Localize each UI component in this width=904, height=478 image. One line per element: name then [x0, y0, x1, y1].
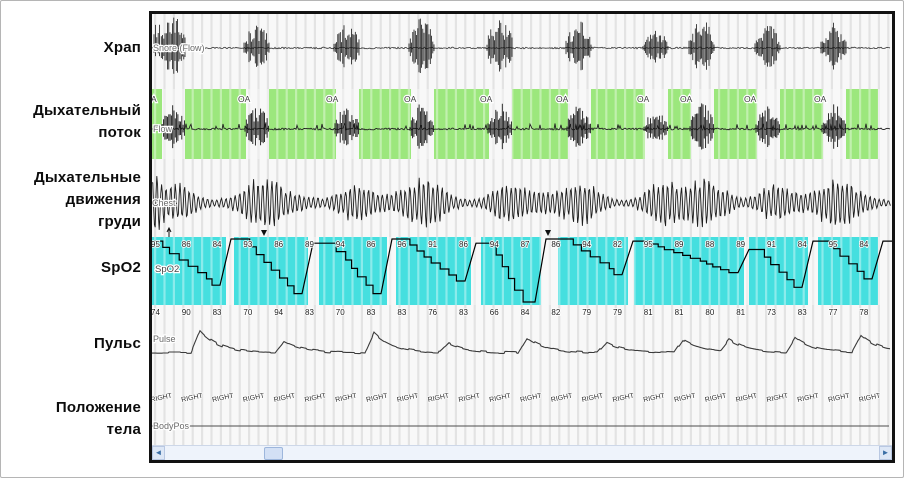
snore-trace-label: Snore (Flow) — [153, 43, 205, 53]
spo2-trace — [152, 238, 892, 303]
spo2-min-value: 82 — [551, 308, 560, 317]
spo2-top-value: 86 — [459, 240, 468, 249]
channel-label-pulse: Пульс — [93, 335, 141, 352]
spo2-min-value: 83 — [305, 308, 314, 317]
spo2-top-value: 86 — [551, 240, 560, 249]
waveform-canvas: A OA OA OA OA OA OA OA OA OA 95 86 84 93 86 89 94 86 96 91 8… — [152, 14, 892, 460]
apnea-event-label: OA — [480, 94, 493, 104]
flow-trace-label: Flow — [153, 124, 173, 134]
spo2-min-value: 66 — [490, 308, 499, 317]
trace-name-labels: Snore (Flow) Flow Chest SpO2 Pulse BodyPos — [152, 42, 206, 432]
channel-label-spo2: SpO2 — [101, 259, 141, 276]
horizontal-scrollbar[interactable]: ◄ ► — [152, 445, 892, 460]
spo2-top-value: 84 — [213, 240, 222, 249]
spo2-top-value: 94 — [490, 240, 499, 249]
spo2-min-value: 83 — [367, 308, 376, 317]
spo2-top-value: 95 — [644, 240, 653, 249]
spo2-top-value: 88 — [705, 240, 714, 249]
spo2-min-value: 83 — [798, 308, 807, 317]
spo2-min-value: 81 — [736, 308, 745, 317]
apnea-event-label: OA — [238, 94, 251, 104]
chest-trace — [152, 176, 891, 230]
spo2-min-value: 83 — [459, 308, 468, 317]
event-bands — [152, 89, 880, 305]
spo2-top-value: 84 — [798, 240, 807, 249]
spo2-min-value: 79 — [613, 308, 622, 317]
spo2-number-rows: 95 86 84 93 86 89 94 86 96 91 86 94 87 86 94 82 95 89 88 89… — [152, 239, 870, 318]
spo2-min-value: 94 — [274, 308, 283, 317]
apnea-event-label: OA — [814, 94, 827, 104]
spo2-min-value: 83 — [397, 308, 406, 317]
waveform-plot-area[interactable]: A OA OA OA OA OA OA OA OA OA 95 86 84 93 86 89 94 86 96 91 8… — [149, 11, 895, 463]
spo2-min-value: 79 — [582, 308, 591, 317]
spo2-min-value: 80 — [705, 308, 714, 317]
chest-trace-label: Chest — [152, 198, 176, 208]
spo2-min-value: 77 — [829, 308, 838, 317]
spo2-top-value: 84 — [859, 240, 868, 249]
spo2-min-value: 76 — [428, 308, 437, 317]
channel-label-chest: Дыхательные движения груди — [33, 169, 141, 230]
spo2-top-value: 94 — [336, 240, 345, 249]
spo2-min-value: 73 — [767, 308, 776, 317]
apnea-event-label: OA — [326, 94, 339, 104]
spo2-top-value: 87 — [521, 240, 530, 249]
pulse-trace — [152, 329, 891, 355]
scrollbar-track[interactable] — [165, 446, 879, 460]
apnea-event-label: OA — [404, 94, 417, 104]
spo2-min-value: 78 — [859, 308, 868, 317]
spo2-min-value: 70 — [336, 308, 345, 317]
spo2-top-value: 86 — [182, 240, 191, 249]
spo2-min-value: 81 — [675, 308, 684, 317]
scroll-right-button[interactable]: ► — [879, 446, 892, 460]
apnea-event-label: OA — [744, 94, 757, 104]
spo2-top-value: 82 — [613, 240, 622, 249]
spo2-top-value: 96 — [397, 240, 406, 249]
flow-trace — [152, 103, 891, 150]
event-markers — [166, 226, 551, 237]
scrollbar-thumb[interactable] — [264, 447, 283, 460]
grid-stripes — [154, 14, 890, 445]
bodypos-trace-label: BodyPos — [153, 421, 190, 431]
spo2-min-value: 84 — [521, 308, 530, 317]
scroll-left-button[interactable]: ◄ — [152, 446, 165, 460]
spo2-top-value: 95 — [152, 240, 160, 249]
spo2-min-value: 70 — [243, 308, 252, 317]
channel-label-flow: Дыхательный поток — [33, 102, 141, 141]
spo2-top-value: 89 — [736, 240, 745, 249]
spo2-min-value: 74 — [152, 308, 160, 317]
spo2-top-value: 89 — [675, 240, 684, 249]
spo2-min-value: 90 — [182, 308, 191, 317]
spo2-top-value: 91 — [428, 240, 437, 249]
spo2-trace-label: SpO2 — [155, 264, 179, 275]
channel-label-body-position: Положение тела — [55, 399, 141, 438]
spo2-top-value: 89 — [305, 240, 314, 249]
apnea-event-label: OA — [556, 94, 569, 104]
spo2-min-value: 83 — [213, 308, 222, 317]
scroll-left-icon: ◄ — [154, 448, 163, 457]
spo2-top-value: 95 — [829, 240, 838, 249]
apnea-event-label: A — [152, 94, 157, 104]
apnea-event-label: OA — [680, 94, 693, 104]
spo2-top-value: 86 — [274, 240, 283, 249]
channel-label-snore: Храп — [103, 39, 141, 56]
snore-trace — [152, 17, 891, 74]
spo2-top-value: 94 — [582, 240, 591, 249]
spo2-top-value: 91 — [767, 240, 776, 249]
spo2-min-value: 81 — [644, 308, 653, 317]
scroll-right-icon: ► — [881, 448, 890, 457]
spo2-top-value: 93 — [243, 240, 252, 249]
spo2-top-value: 86 — [367, 240, 376, 249]
apnea-event-labels: A OA OA OA OA OA OA OA OA OA — [152, 93, 828, 105]
apnea-event-label: OA — [637, 94, 650, 104]
pulse-trace-label: Pulse — [153, 334, 176, 344]
